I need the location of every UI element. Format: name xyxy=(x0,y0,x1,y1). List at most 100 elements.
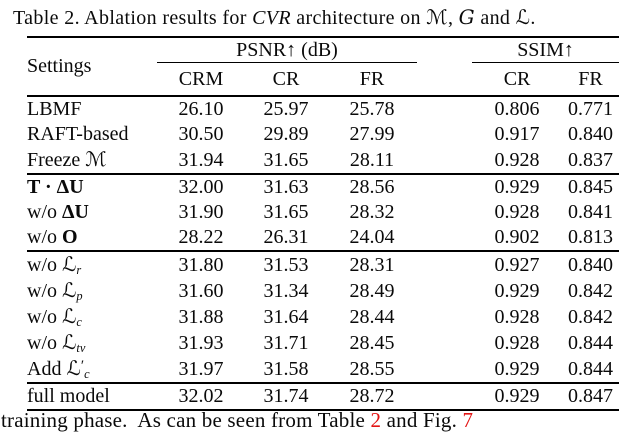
caption-text: . xyxy=(530,7,536,29)
table-row-lbmf: LBMF 26.10 25.97 25.78 0.806 0.771 xyxy=(27,96,619,122)
metric-value: 28.55 xyxy=(349,357,395,380)
script-m: ℳ xyxy=(85,147,107,171)
table-row-raft-based: RAFT-based 30.50 29.89 27.99 0.917 0.840 xyxy=(27,122,619,147)
metric-value: 31.71 xyxy=(263,331,309,354)
metric-value: 0.844 xyxy=(568,331,614,354)
metric-value: 31.58 xyxy=(263,357,309,380)
metric-value: 0.837 xyxy=(568,148,614,171)
column-header-crm: CRM xyxy=(157,62,245,97)
metric-value: 25.97 xyxy=(263,98,309,120)
metric-value: 31.88 xyxy=(178,305,224,328)
column-spacer xyxy=(417,37,473,97)
metric-value: 28.49 xyxy=(349,279,395,302)
metric-value: 28.32 xyxy=(349,201,395,223)
column-spacer xyxy=(417,147,472,174)
row-label: LBMF xyxy=(27,98,82,120)
ablation-table: Settings PSNR↑ (dB) SSIM↑ CRM CR FR CR F… xyxy=(27,36,620,411)
caption-script-g: G xyxy=(458,5,475,29)
table-row-t-delta-u: T · ΔU 32.00 31.63 28.56 0.929 0.845 xyxy=(27,173,620,200)
metric-value: 0.928 xyxy=(494,331,540,354)
column-spacer xyxy=(417,382,473,411)
caption-script-l: ℒ xyxy=(515,5,531,29)
body-text-line: training phase. As can be seen from Tabl… xyxy=(1,408,473,433)
row-label: w/o O xyxy=(27,226,78,248)
metric-value-best: 0.929 xyxy=(472,173,563,200)
metric-value: 31.34 xyxy=(263,279,309,302)
column-header-fr-psnr: FR xyxy=(327,62,418,97)
metric-value: 0.813 xyxy=(568,226,614,248)
column-spacer xyxy=(417,304,472,330)
metric-value: 29.89 xyxy=(263,123,309,145)
table-row-full-model: full model 32.02 31.74 28.72 0.929 0.847 xyxy=(27,382,620,411)
metric-value: 31.60 xyxy=(178,279,224,302)
column-spacer xyxy=(417,330,472,356)
metric-value: 0.806 xyxy=(494,98,540,120)
row-label: RAFT-based xyxy=(27,123,129,145)
caption-text: and xyxy=(475,7,516,29)
caption-text: , xyxy=(447,7,459,29)
settings-header: Settings xyxy=(27,37,157,97)
metric-value: 0.928 xyxy=(494,305,540,328)
row-label: Add ℒ′c xyxy=(27,356,90,382)
script-l: ℒ xyxy=(62,278,77,302)
figure-ref-link[interactable]: 7 xyxy=(462,408,474,432)
table-row-wo-loss-r: w/o ℒr 31.80 31.53 28.31 0.927 0.840 xyxy=(27,250,620,278)
metric-value: 26.10 xyxy=(178,98,224,120)
metric-value: 31.65 xyxy=(263,201,309,223)
metric-value: 0.841 xyxy=(568,201,614,223)
metric-value: 31.64 xyxy=(263,305,309,328)
metric-value: 25.78 xyxy=(349,98,395,120)
table-row-freeze-m: Freeze ℳ 31.94 31.65 28.11 0.928 0.837 xyxy=(27,147,619,174)
metric-value: 32.00 xyxy=(157,173,245,200)
row-label: T · ΔU xyxy=(27,173,157,200)
caption-text: Table 2. Ablation results for xyxy=(13,7,253,29)
metric-value-best: 0.929 xyxy=(494,279,540,302)
math-bold: O xyxy=(62,226,78,248)
table-ref-link[interactable]: 2 xyxy=(370,408,382,432)
prime-mark: ′ xyxy=(80,357,85,374)
metric-value: 0.845 xyxy=(562,173,620,200)
metric-value: 0.844 xyxy=(568,357,614,380)
metric-value: 28.22 xyxy=(178,226,224,248)
metric-value: 0.840 xyxy=(568,123,614,145)
metric-value: 0.927 xyxy=(472,250,563,278)
group-header-row: Settings PSNR↑ (dB) SSIM↑ xyxy=(27,37,620,97)
metric-value: 31.90 xyxy=(178,201,224,223)
column-spacer xyxy=(417,122,472,147)
metric-value: 0.917 xyxy=(494,123,540,145)
column-spacer xyxy=(417,200,472,225)
metric-value-best: 0.929 xyxy=(472,382,563,411)
math-bold: ΔU xyxy=(62,201,89,223)
metric-value: 24.04 xyxy=(349,226,395,248)
metric-value: 28.44 xyxy=(349,305,395,328)
metric-value-best: 32.02 xyxy=(157,382,245,411)
row-label: full model xyxy=(27,382,157,411)
metric-value-best: 28.72 xyxy=(327,382,418,411)
column-spacer xyxy=(417,225,472,251)
ssim-group-header: SSIM↑ xyxy=(472,37,620,63)
metric-value: 31.80 xyxy=(157,250,245,278)
metric-value: 26.31 xyxy=(263,226,309,248)
metric-value: 0.928 xyxy=(494,148,540,171)
table-caption: Table 2. Ablation results for CVR archit… xyxy=(0,0,640,30)
column-spacer xyxy=(417,278,472,304)
metric-value: 28.31 xyxy=(327,250,418,278)
metric-value: 0.840 xyxy=(562,250,620,278)
metric-value: 31.63 xyxy=(245,173,327,200)
metric-value: 31.53 xyxy=(245,250,327,278)
table-row-wo-delta-u: w/o ΔU 31.90 31.65 28.32 0.928 0.841 xyxy=(27,200,619,225)
metric-value: 31.93 xyxy=(178,331,224,354)
metric-value-best: 31.74 xyxy=(245,382,327,411)
column-header-cr-psnr: CR xyxy=(245,62,327,97)
metric-value-best: 0.929 xyxy=(494,357,540,380)
caption-cvr: CVR xyxy=(252,7,291,29)
table-row-wo-loss-p: w/o ℒp 31.60 31.34 28.49 0.929 0.842 xyxy=(27,278,619,304)
row-label: Freeze ℳ xyxy=(27,147,107,171)
metric-value: 30.50 xyxy=(178,123,224,145)
row-label: w/o ΔU xyxy=(27,201,89,223)
metric-value: 0.928 xyxy=(494,201,540,223)
column-spacer xyxy=(417,96,472,122)
metric-value: 27.99 xyxy=(349,123,395,145)
caption-script-m: ℳ xyxy=(426,5,448,29)
column-header-fr-ssim: FR xyxy=(562,62,620,97)
